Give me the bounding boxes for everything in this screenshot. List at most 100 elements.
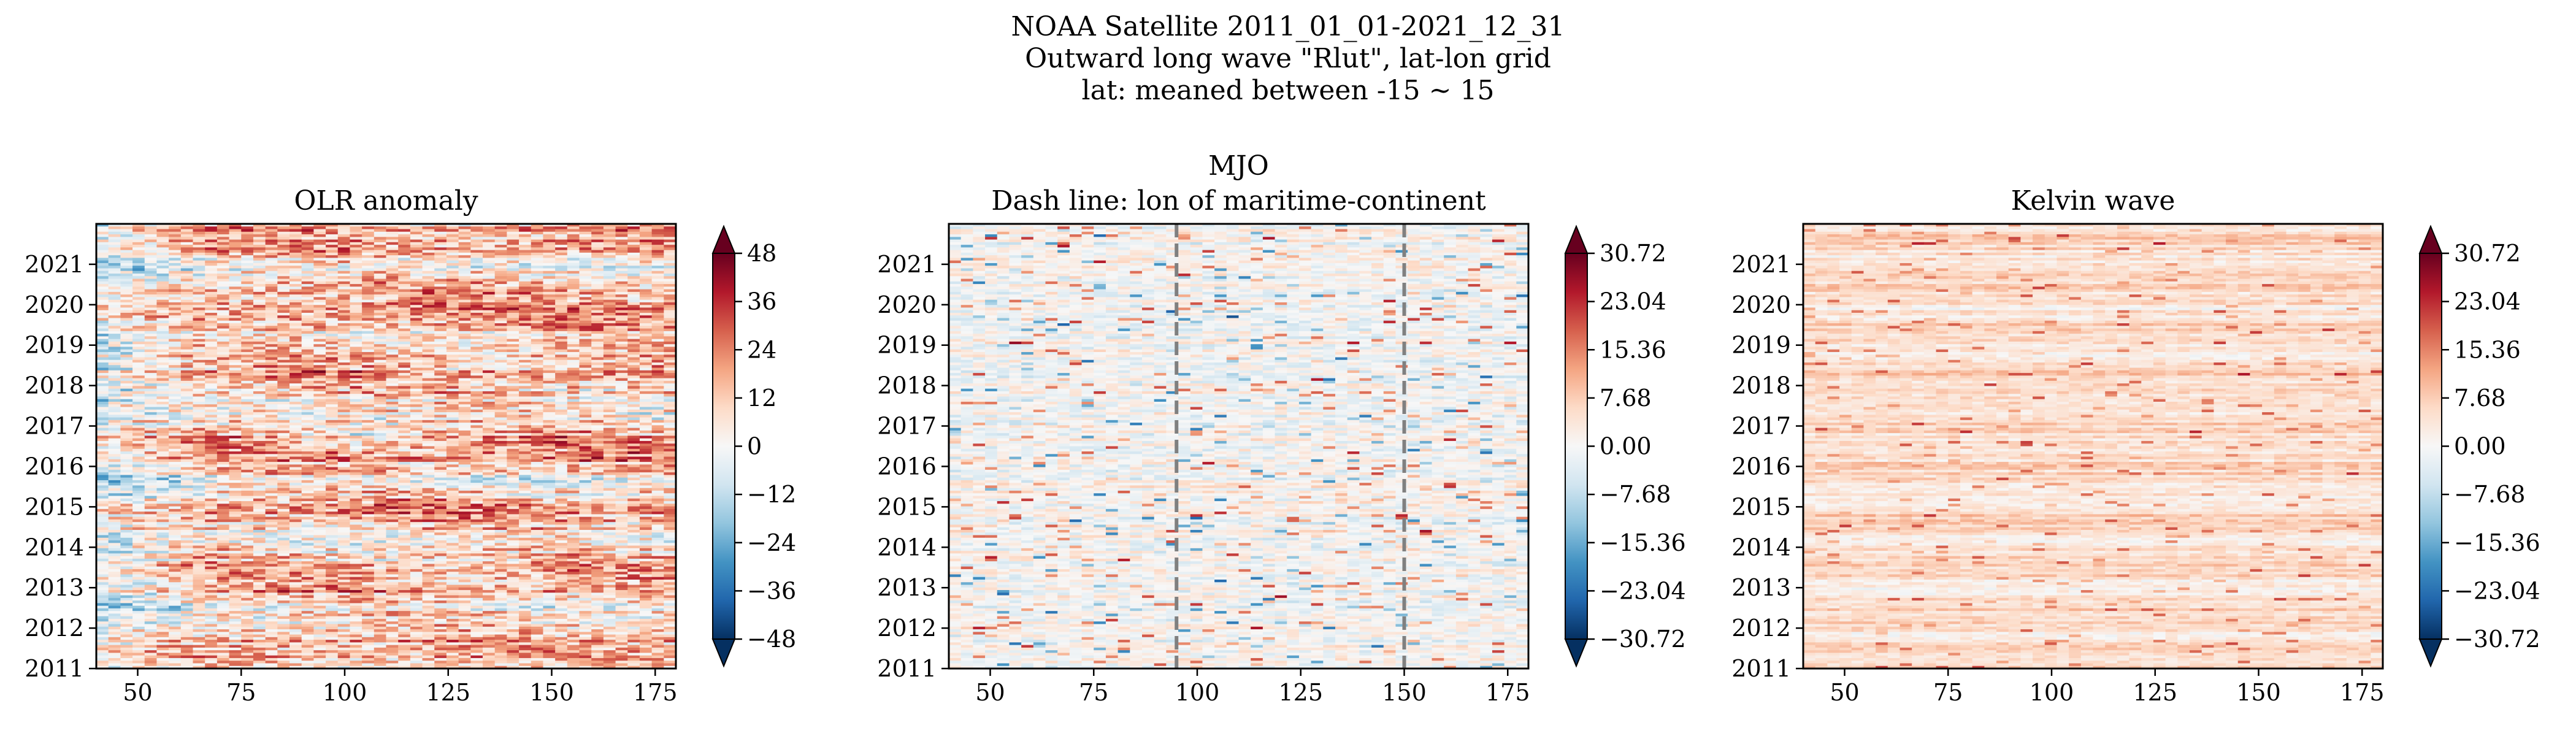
heatmap-cell — [350, 318, 362, 321]
heatmap-cell — [543, 443, 556, 447]
heatmap-cell — [169, 409, 182, 413]
heatmap-cell — [108, 281, 121, 285]
heatmap-cell — [398, 247, 411, 251]
heatmap-cell — [664, 341, 677, 345]
heatmap-cell — [651, 299, 664, 303]
heatmap-cell — [615, 255, 628, 259]
heatmap-cell — [156, 326, 169, 329]
heatmap-cell — [531, 433, 544, 437]
heatmap-cell — [132, 339, 145, 342]
heatmap-cell — [96, 242, 109, 245]
heatmap-cell — [507, 302, 519, 305]
heatmap-cell — [591, 276, 604, 280]
heatmap-cell — [265, 451, 278, 454]
heatmap-cell — [120, 488, 133, 491]
heatmap-cell — [193, 477, 205, 481]
heatmap-cell — [446, 270, 459, 274]
heatmap-cell — [193, 373, 205, 376]
heatmap-cell — [410, 239, 423, 243]
heatmap-cell — [458, 299, 471, 303]
heatmap-cell — [289, 284, 302, 287]
heatmap-cell — [108, 286, 121, 290]
heatmap-cell — [651, 284, 664, 287]
heatmap-cell — [639, 378, 653, 381]
heatmap-cell — [205, 446, 218, 450]
heatmap-cell — [483, 320, 496, 324]
heatmap-cell — [217, 427, 230, 431]
heatmap-cell — [277, 307, 290, 311]
heatmap-cell — [277, 245, 290, 248]
heatmap-cell — [96, 454, 109, 458]
heatmap-cell — [567, 310, 580, 313]
heatmap-cell — [265, 242, 278, 245]
heatmap-cell — [217, 367, 230, 371]
heatmap-cell — [615, 417, 628, 421]
heatmap-cell — [156, 454, 169, 458]
heatmap-cell — [169, 250, 182, 253]
heatmap-cell — [241, 245, 254, 248]
heatmap-cell — [193, 274, 205, 277]
heatmap-cell — [169, 281, 182, 285]
heatmap-cell — [555, 378, 568, 381]
heatmap-cell — [579, 467, 592, 470]
heatmap-cell — [301, 425, 314, 429]
heatmap-cell — [277, 427, 290, 431]
heatmap-cell — [603, 365, 616, 369]
heatmap-cell — [180, 480, 194, 483]
heatmap-cell — [507, 448, 519, 452]
heatmap-cell — [519, 274, 532, 277]
heatmap-cell — [422, 341, 435, 345]
heatmap-cell — [326, 407, 339, 410]
heatmap-cell — [350, 467, 362, 470]
heatmap-cell — [494, 370, 507, 374]
heatmap-cell — [470, 341, 483, 345]
heatmap-cell — [289, 378, 302, 381]
heatmap-cell — [313, 237, 326, 240]
heatmap-cell — [229, 402, 242, 405]
heatmap-cell — [326, 255, 339, 259]
heatmap-cell — [108, 305, 121, 309]
heatmap-cell — [132, 420, 145, 423]
heatmap-cell — [664, 467, 677, 470]
heatmap-cell — [144, 440, 158, 444]
heatmap-cell — [664, 291, 677, 295]
heatmap-cell — [543, 467, 556, 470]
heatmap-cell — [120, 334, 133, 337]
heatmap-cell — [627, 491, 640, 494]
heatmap-cell — [180, 250, 194, 253]
heatmap-cell — [398, 446, 411, 450]
heatmap-cell — [567, 255, 580, 259]
heatmap-cell — [567, 404, 580, 408]
heatmap-cell — [96, 270, 109, 274]
heatmap-cell — [664, 278, 677, 282]
heatmap-cell — [591, 255, 604, 259]
heatmap-cell — [277, 475, 290, 478]
heatmap-cell — [664, 417, 677, 421]
heatmap-cell — [374, 483, 387, 486]
heatmap-cell — [169, 229, 182, 232]
heatmap-cell — [108, 226, 121, 230]
heatmap-cell — [277, 440, 290, 444]
heatmap-cell — [446, 448, 459, 452]
heatmap-cell — [180, 404, 194, 408]
heatmap-cell — [156, 367, 169, 371]
heatmap-cell — [350, 396, 362, 400]
heatmap-cell — [483, 483, 496, 486]
heatmap-cell — [543, 252, 556, 256]
heatmap-cell — [615, 365, 628, 369]
heatmap-cell — [193, 483, 205, 486]
heatmap-cell — [289, 373, 302, 376]
heatmap-cell — [337, 459, 351, 462]
heatmap-cell — [603, 402, 616, 405]
heatmap-cell — [651, 359, 664, 363]
heatmap-cell — [639, 224, 653, 227]
heatmap-cell — [265, 417, 278, 421]
heatmap-cell — [169, 446, 182, 450]
heatmap-cell — [96, 297, 109, 301]
heatmap-cell — [627, 483, 640, 486]
heatmap-cell — [483, 263, 496, 266]
heatmap-cell — [229, 318, 242, 321]
heatmap-cell — [313, 307, 326, 311]
heatmap-cell — [193, 247, 205, 251]
heatmap-cell — [193, 355, 205, 358]
